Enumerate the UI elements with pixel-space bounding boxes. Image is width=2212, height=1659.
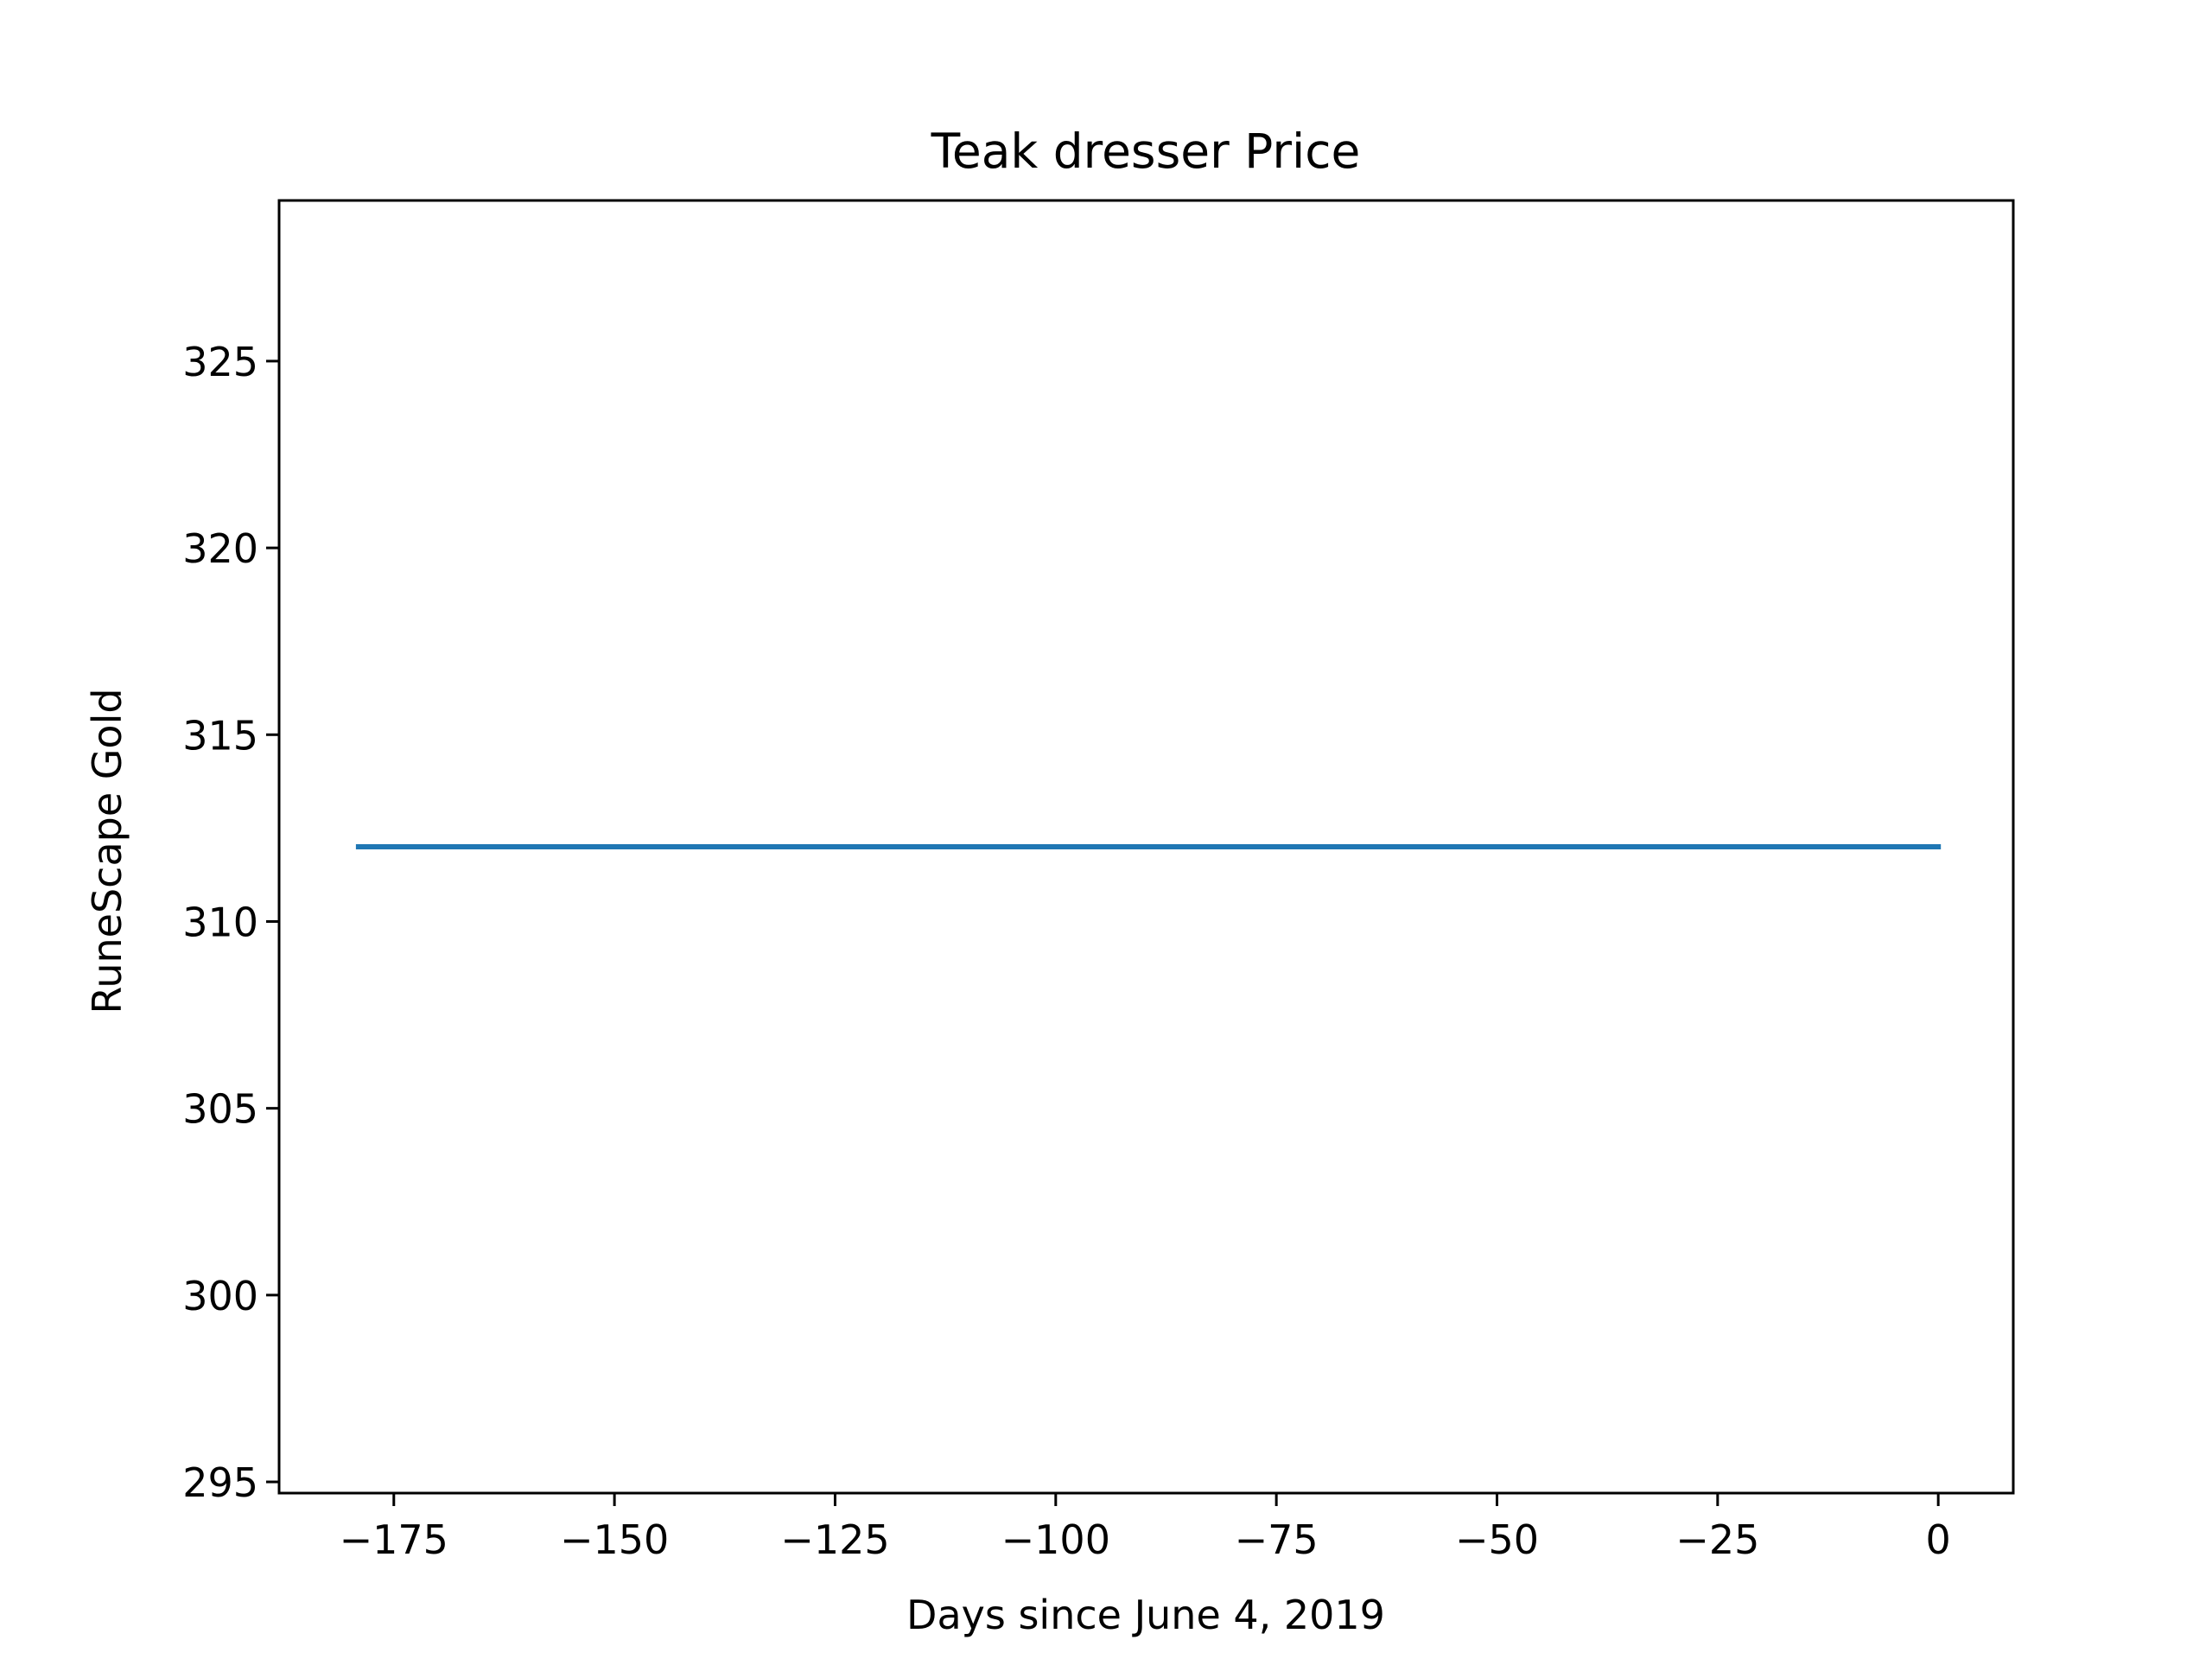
x-tick-label: −175 — [340, 1516, 448, 1563]
x-tick-label: −150 — [560, 1516, 669, 1563]
x-tick-label: 0 — [1926, 1516, 1951, 1563]
plot-frame — [277, 199, 2015, 1495]
y-tick-label: 295 — [182, 1459, 258, 1506]
y-tick-label: 305 — [182, 1086, 258, 1133]
x-tick-label: −100 — [1001, 1516, 1110, 1563]
x-axis-ticks: −175 −150 −125 −100 −75 −50 −25 0 — [340, 1493, 1951, 1563]
y-tick-label: 315 — [182, 712, 258, 759]
y-tick-label: 325 — [182, 339, 258, 385]
x-tick-label: −75 — [1235, 1516, 1319, 1563]
y-axis-ticks: 295 300 305 310 315 320 325 — [182, 339, 279, 1506]
chart-title: Teak dresser Price — [931, 124, 1361, 179]
y-axis-title: RuneScape Gold — [84, 688, 130, 1014]
y-tick-label: 300 — [182, 1273, 258, 1319]
x-axis-title: Days since June 4, 2019 — [906, 1592, 1385, 1638]
y-tick-label: 320 — [182, 525, 258, 572]
x-tick-label: −25 — [1675, 1516, 1759, 1563]
x-tick-label: −50 — [1455, 1516, 1539, 1563]
x-tick-label: −125 — [780, 1516, 889, 1563]
y-tick-label: 310 — [182, 899, 258, 945]
